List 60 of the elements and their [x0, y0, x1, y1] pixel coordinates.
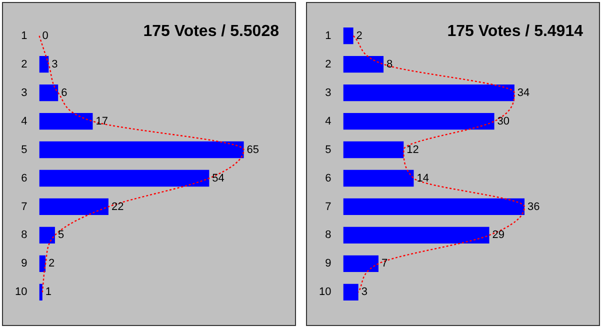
data-label: 22	[111, 200, 124, 213]
data-label: 34	[517, 86, 530, 99]
data-label: 7	[381, 258, 388, 270]
y-tick-label: 2	[325, 58, 332, 70]
data-label: 8	[386, 58, 393, 70]
bar	[343, 255, 378, 272]
y-tick-label: 2	[21, 58, 28, 70]
bar	[343, 141, 404, 158]
data-label: 14	[416, 172, 429, 184]
bar	[343, 170, 414, 187]
chart-title: 175 Votes / 5.5028	[143, 23, 280, 40]
y-tick-label: 1	[21, 30, 28, 42]
data-label: 2	[356, 30, 362, 42]
y-tick-label: 8	[325, 229, 332, 242]
y-tick-label: 9	[325, 258, 332, 270]
y-tick-label: 5	[21, 144, 28, 156]
data-label: 0	[42, 30, 48, 42]
bar	[343, 56, 384, 73]
y-tick-label: 4	[21, 115, 28, 128]
data-label: 1	[45, 286, 52, 298]
bar	[39, 226, 55, 244]
y-tick-label: 4	[325, 115, 332, 128]
y-tick-label: 9	[21, 258, 28, 270]
bar	[343, 112, 494, 130]
y-tick-label: 3	[325, 86, 332, 99]
data-label: 29	[492, 229, 505, 242]
bar	[343, 84, 514, 102]
chart-title: 175 Votes / 5.4914	[447, 23, 584, 40]
bar	[39, 284, 42, 300]
data-label: 2	[48, 258, 55, 270]
data-label: 6	[61, 86, 68, 99]
bar	[39, 198, 108, 216]
bar	[39, 112, 93, 130]
bar	[39, 170, 210, 187]
y-tick-label: 10	[14, 286, 28, 298]
data-label: 12	[406, 144, 419, 156]
bar	[343, 226, 490, 244]
data-label: 3	[52, 58, 58, 70]
bar	[343, 28, 354, 44]
data-label: 17	[96, 115, 108, 128]
data-label: 65	[246, 144, 260, 156]
bar	[39, 141, 244, 158]
data-label: 54	[212, 172, 224, 184]
data-label: 5	[58, 229, 64, 242]
y-tick-label: 7	[325, 200, 332, 213]
bar	[39, 56, 49, 73]
y-tick-label: 3	[21, 86, 28, 99]
y-tick-label: 1	[325, 30, 332, 42]
y-tick-label: 6	[325, 172, 332, 184]
y-tick-label: 6	[21, 172, 28, 184]
y-tick-label: 5	[325, 144, 332, 156]
data-label: 30	[497, 115, 510, 128]
bar	[39, 84, 58, 102]
y-tick-label: 10	[318, 286, 332, 298]
bar	[343, 198, 525, 216]
y-tick-label: 7	[21, 200, 28, 213]
data-label: 3	[361, 286, 368, 298]
y-tick-label: 8	[21, 229, 28, 242]
data-label: 36	[528, 200, 540, 213]
bar	[343, 284, 358, 300]
